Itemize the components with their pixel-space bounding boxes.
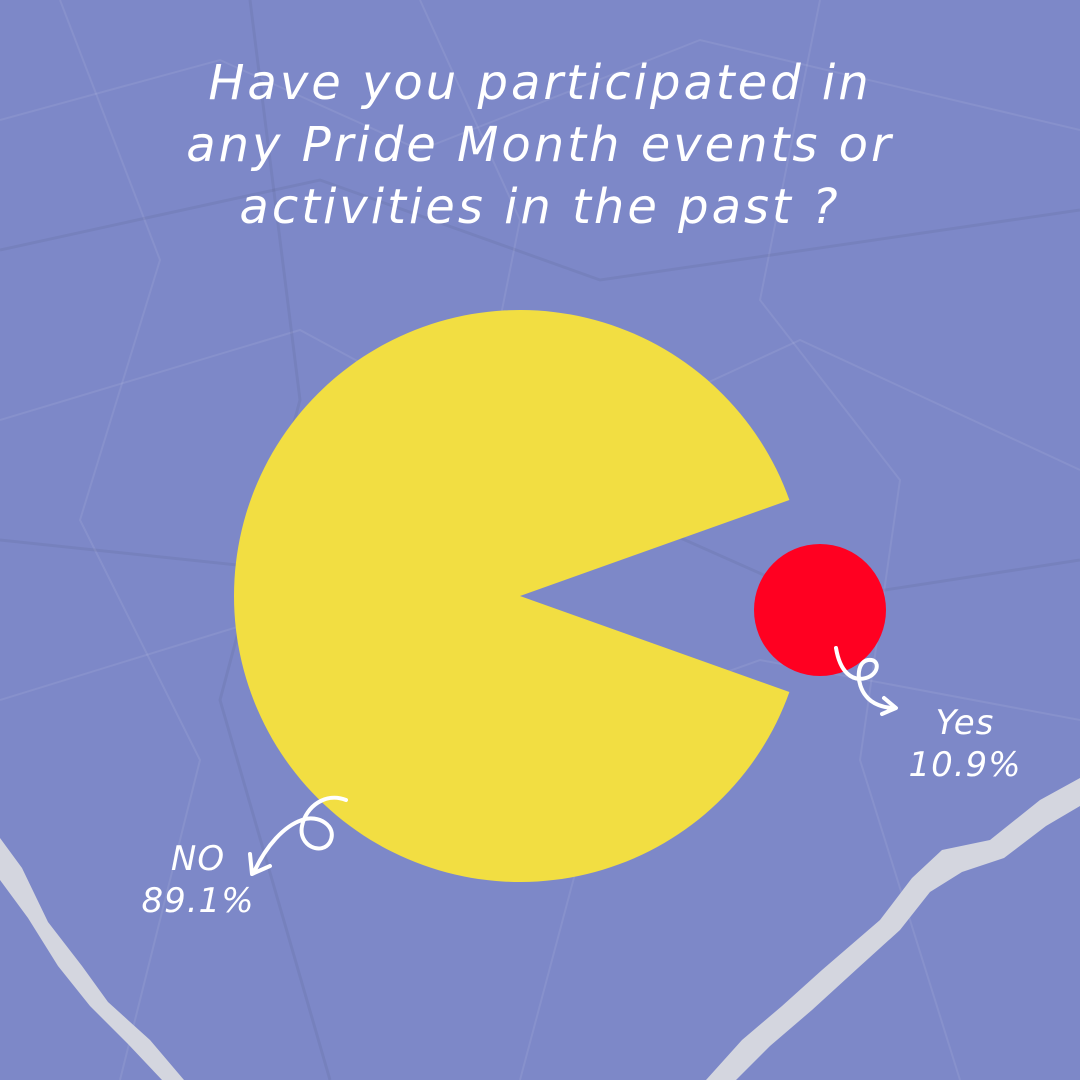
title-line-3: activities in the past ? <box>239 179 841 235</box>
title-line-1: Have you participated in <box>208 55 872 111</box>
no-data-label: NO 89.1% <box>118 838 278 922</box>
yes-arrowhead-icon <box>880 696 898 716</box>
yes-arrow-icon <box>834 646 896 710</box>
chart-title: Have you participated in any Pride Month… <box>90 52 990 238</box>
pie-slice-no <box>233 310 790 883</box>
yes-category-label: Yes <box>935 703 995 743</box>
pie-slice-yes <box>754 544 886 676</box>
title-line-2: any Pride Month events or <box>186 117 894 173</box>
no-category-label: NO <box>170 839 226 879</box>
pie-chart <box>233 310 886 883</box>
no-value-label: 89.1% <box>141 881 255 921</box>
yes-data-label: Yes 10.9% <box>890 702 1040 786</box>
yes-value-label: 10.9% <box>908 745 1022 785</box>
no-arrow-icon <box>252 795 348 874</box>
no-arrowhead-icon <box>248 852 272 876</box>
torn-paper-right <box>706 778 1080 1080</box>
